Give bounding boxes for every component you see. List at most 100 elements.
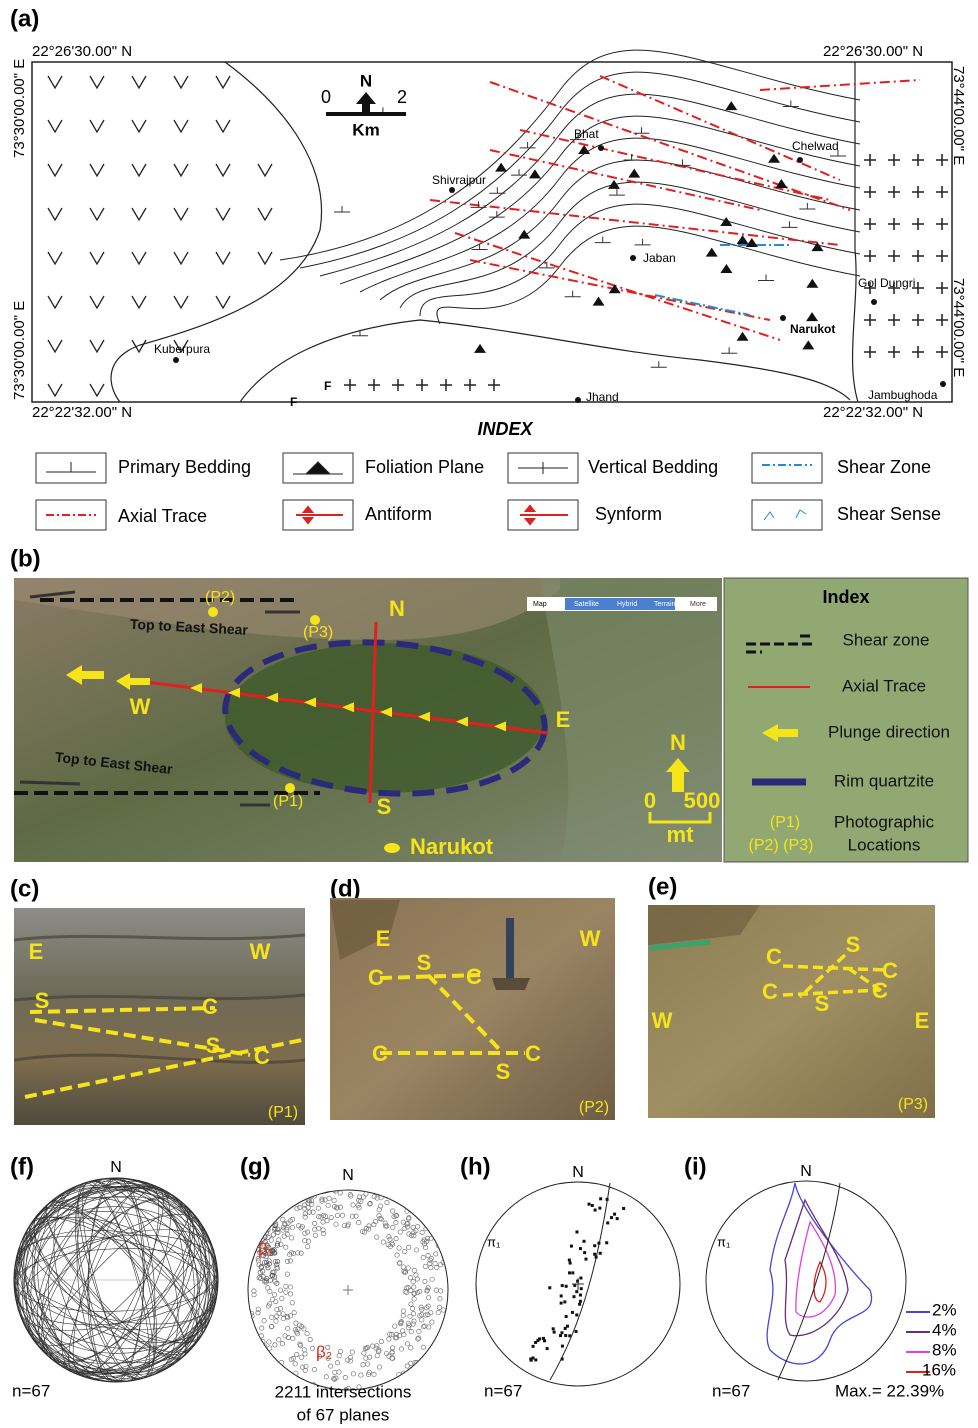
intersection-point [406,1215,412,1221]
intersection-point [280,1216,286,1223]
intersection-point [371,1371,377,1378]
volcanic-symbol [257,251,273,266]
bedding-symbol [594,236,611,244]
intersection-point [302,1367,308,1373]
legend-symbol [293,461,343,475]
lithology-contact [339,115,861,285]
intersection-point [274,1264,280,1270]
intersection-point [292,1361,298,1367]
foliation-symbol [720,217,733,227]
intersection-point [360,1362,366,1368]
intersection-point [305,1197,311,1203]
great-circle [36,1187,196,1373]
intersection-point [420,1344,426,1350]
intersection-point [402,1249,408,1255]
volcanic-symbol [89,75,105,90]
axial-trace [599,75,841,181]
intersection-point [367,1354,373,1360]
scale-bar [648,812,712,824]
intersection-point [356,1205,362,1211]
pole [578,1299,582,1303]
north-label: N [342,1167,354,1184]
intersection-point [284,1271,291,1277]
map-button[interactable]: Satellite [574,601,599,608]
intersection-point [341,1190,348,1191]
intersection-point [302,1214,308,1220]
pi-label: π₁ [717,1234,731,1249]
intersection-point [360,1194,366,1200]
contour-8 [795,1220,837,1318]
volcanic-symbol [215,295,231,310]
intersection-point [401,1201,407,1207]
intersection-point [353,1213,359,1219]
intersection-point [265,1215,271,1221]
intersection-point [349,1349,355,1355]
map-legend: Primary Bedding Foliation Plane Vertical… [35,452,941,531]
pole [534,1358,538,1362]
place-marker [630,255,636,261]
intersection-point [342,1375,348,1381]
intersection-point [429,1276,435,1282]
scale-min: 0 [321,87,331,107]
intersection-point [309,1201,315,1207]
index-points: (P1) [770,814,800,831]
plunge-arrow [494,721,506,732]
panel-label: (g) [240,1153,271,1180]
intersection-point [410,1279,416,1285]
intersection-point [345,1357,351,1363]
intersection-point [263,1254,269,1260]
granite-symbol [464,379,476,391]
pole [575,1313,579,1317]
foliation-symbol [474,343,487,353]
intersection-point [285,1220,291,1226]
legend-symbol [296,505,343,525]
intersection-point [255,1256,261,1262]
shear-arrow [29,590,300,614]
map-button[interactable]: Terrain [654,601,676,608]
intersection-point [280,1311,286,1317]
panel-label: (a) [10,5,39,32]
intersection-point [283,1289,289,1295]
intersection-point [389,1350,395,1356]
volcanic-symbol [131,163,147,178]
intersection-point [416,1328,422,1335]
intersection-point [274,1258,281,1265]
pole [587,1202,591,1206]
intersection-point [261,1260,267,1266]
pole [538,1337,542,1341]
foliation-symbol [768,153,781,163]
intersection-point [389,1240,395,1246]
intersection-point [288,1356,294,1362]
granite-symbol [888,250,900,262]
intersection-point [251,1292,257,1298]
intersection-point [260,1274,266,1280]
intersection-point [386,1234,392,1240]
intersection-point [387,1331,393,1337]
intersection-point [358,1372,364,1378]
map-button[interactable]: Map [533,601,547,608]
intersection-point [289,1300,295,1306]
intersection-point [433,1287,439,1293]
legend-box [35,499,107,531]
pole [568,1334,572,1338]
photo-location [310,615,320,625]
intersection-point [408,1360,414,1366]
pole [564,1334,568,1338]
intersection-point [294,1352,300,1358]
intersection-point [392,1323,398,1329]
pole [622,1206,626,1210]
photo-label: E [376,926,391,951]
legend-label: Foliation Plane [365,457,484,477]
intersection-point [422,1241,428,1247]
volcanic-symbol [173,339,189,354]
intersection-point [323,1374,329,1380]
map-button[interactable]: More [690,601,706,608]
map-button[interactable]: Hybrid [617,601,637,608]
foliation-symbol [720,264,733,274]
intersection-point [410,1311,417,1317]
pen [649,939,711,951]
intersection-point [289,1235,295,1241]
foliation-symbol [736,235,749,245]
volcanic-symbol [89,383,105,398]
scale-max: 2 [397,87,407,107]
